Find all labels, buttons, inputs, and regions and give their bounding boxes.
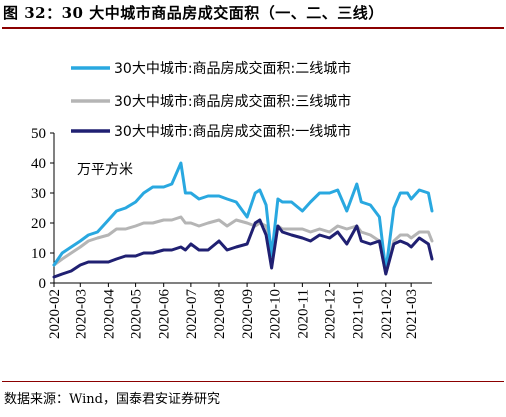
x-tick-label: 2020-09 — [240, 289, 256, 339]
series-line-2 — [52, 218, 434, 279]
x-tick-label: 2021-03 — [404, 289, 420, 339]
x-tick-label: 2021-01 — [351, 289, 367, 339]
y-tick-label: 10 — [31, 246, 46, 262]
legend-label-0: 30大中城市:商品房成交面积:二线城市 — [114, 60, 351, 77]
y-tick-label: 50 — [31, 126, 46, 142]
y-tick-label: 40 — [31, 156, 46, 172]
x-tick-label: 2020-07 — [184, 289, 200, 339]
title-divider — [2, 27, 504, 29]
x-tick-label: 2020-03 — [73, 289, 89, 339]
figure-title: 图 32：30 大中城市商品房成交面积（一、二、三线） — [3, 4, 384, 22]
y-tick-label: 30 — [31, 186, 46, 202]
x-tick-label: 2021-02 — [379, 289, 395, 339]
legend-label-1: 30大中城市:商品房成交面积:三线城市 — [114, 93, 351, 110]
footer-divider — [2, 381, 504, 382]
unit-label: 万平方米 — [77, 162, 133, 178]
x-tick-label: 2020-11 — [295, 289, 311, 338]
x-tick-label: 2020-08 — [212, 289, 228, 339]
source-note: 数据来源：Wind，国泰君安证券研究 — [4, 392, 220, 407]
x-tick-label: 2020-05 — [129, 289, 145, 339]
series-line-0 — [52, 161, 434, 273]
x-tick-label: 2020-02 — [47, 289, 63, 339]
y-tick-label: 0 — [39, 276, 47, 292]
legend-label-2: 30大中城市:商品房成交面积:一线城市 — [114, 123, 351, 140]
x-tick-label: 2020-10 — [267, 289, 283, 339]
x-tick-label: 2020-04 — [101, 289, 117, 339]
x-tick-label: 2020-06 — [157, 289, 173, 339]
y-tick-label: 20 — [31, 216, 46, 232]
x-tick-label: 2020-12 — [323, 289, 339, 339]
